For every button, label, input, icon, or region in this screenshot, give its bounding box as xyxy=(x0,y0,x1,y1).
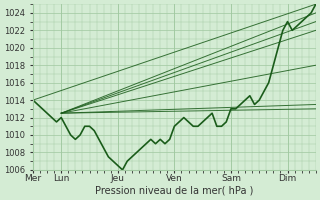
X-axis label: Pression niveau de la mer( hPa ): Pression niveau de la mer( hPa ) xyxy=(95,186,253,196)
